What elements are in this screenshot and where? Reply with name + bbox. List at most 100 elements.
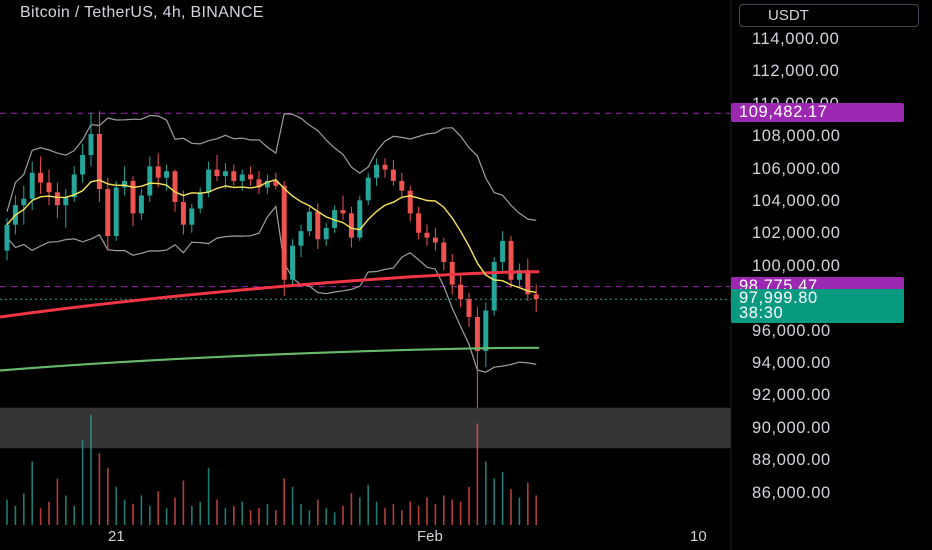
volume-bar bbox=[275, 510, 277, 525]
candle-body bbox=[138, 195, 144, 214]
candle-body bbox=[340, 210, 346, 214]
candle-body bbox=[491, 261, 497, 311]
volume-bar bbox=[149, 505, 151, 525]
candle-body bbox=[525, 270, 531, 295]
volume-bar bbox=[132, 503, 134, 525]
volume-bar bbox=[493, 478, 495, 525]
candle-body bbox=[71, 174, 77, 198]
volume-bar bbox=[443, 495, 445, 525]
candle-body bbox=[180, 202, 186, 225]
candle-body bbox=[290, 245, 296, 280]
volume-bar bbox=[317, 499, 319, 525]
price-tick-label: 96,000.00 bbox=[752, 321, 831, 340]
candle-body bbox=[4, 224, 10, 251]
candle-body bbox=[315, 211, 321, 240]
moving-averages-layer bbox=[0, 179, 540, 372]
price-tick-label: 114,000.00 bbox=[752, 30, 840, 48]
price-tick-label: 88,000.00 bbox=[752, 451, 831, 470]
volume-bar bbox=[6, 499, 8, 525]
candle-body bbox=[273, 180, 279, 186]
candle-body bbox=[432, 237, 438, 243]
candle-body bbox=[96, 133, 102, 190]
volume-bar bbox=[65, 495, 67, 525]
volume-bar bbox=[518, 497, 521, 525]
candle-body bbox=[29, 172, 35, 199]
volume-bar bbox=[249, 510, 252, 525]
volume-bar bbox=[258, 508, 260, 525]
candle-body bbox=[516, 270, 522, 280]
volume-bar bbox=[98, 453, 101, 525]
candle-body bbox=[407, 190, 413, 214]
candle-body bbox=[172, 171, 178, 202]
upper-band bbox=[6, 113, 537, 221]
volume-bar bbox=[73, 505, 75, 525]
candle-body bbox=[306, 211, 312, 232]
currency-button[interactable]: USDT bbox=[739, 4, 919, 27]
bollinger-bands-layer bbox=[6, 113, 537, 373]
candle-body bbox=[390, 169, 396, 181]
candle-body bbox=[54, 192, 60, 206]
last-price-tag: 97,999.80 38:30 bbox=[731, 289, 904, 324]
volume-bar bbox=[451, 499, 453, 525]
candle-body bbox=[88, 133, 94, 156]
volume-bars-layer bbox=[6, 415, 537, 525]
volume-bar bbox=[182, 480, 185, 525]
price-tick-label: 108,000.00 bbox=[752, 127, 841, 146]
candle-body bbox=[348, 213, 354, 238]
price-tick-label: 92,000.00 bbox=[752, 386, 831, 405]
volume-bar bbox=[333, 512, 336, 525]
volume-bar bbox=[107, 467, 109, 525]
volume-bar bbox=[123, 499, 126, 525]
slow-ema-line bbox=[0, 346, 540, 372]
price-tick-label: 86,000.00 bbox=[752, 483, 831, 502]
volume-bar bbox=[48, 501, 50, 525]
candle-body bbox=[500, 240, 506, 262]
volume-bar bbox=[434, 503, 437, 525]
volume-bar bbox=[283, 478, 285, 525]
volume-bar bbox=[266, 503, 269, 525]
time-tick-label: 10 bbox=[690, 528, 707, 545]
volume-bar bbox=[367, 484, 369, 525]
supply-zone-layer bbox=[0, 407, 731, 449]
candle-body bbox=[416, 213, 422, 233]
candle-body bbox=[474, 317, 480, 352]
volume-bar bbox=[157, 491, 159, 525]
candle-body bbox=[365, 177, 371, 201]
volume-bar bbox=[426, 497, 428, 525]
volume-bar bbox=[468, 486, 470, 525]
horizontal-lines-layer bbox=[0, 112, 731, 300]
candle-body bbox=[222, 171, 228, 177]
volume-bar bbox=[291, 486, 294, 525]
volume-bar bbox=[359, 497, 361, 525]
candle-body bbox=[164, 171, 170, 178]
candle-body bbox=[441, 242, 447, 262]
price-tick-label: 94,000.00 bbox=[752, 354, 831, 372]
volume-bar bbox=[23, 493, 25, 525]
candle-body bbox=[357, 200, 363, 238]
supply-zone bbox=[0, 407, 731, 449]
price-tick-label: 90,000.00 bbox=[752, 418, 831, 437]
volume-bar bbox=[14, 505, 17, 525]
candle-body bbox=[458, 284, 464, 300]
candle-countdown: 38:30 bbox=[739, 304, 784, 323]
candle-body bbox=[206, 169, 212, 193]
candle-body bbox=[147, 166, 153, 196]
time-tick-label: 21 bbox=[108, 528, 125, 545]
volume-bar bbox=[375, 501, 378, 525]
sma-line bbox=[6, 179, 537, 294]
candle-body bbox=[382, 164, 388, 170]
candle-body bbox=[189, 208, 195, 225]
volume-bar bbox=[207, 467, 210, 525]
volume-bar bbox=[510, 489, 512, 525]
price-tick-label: 100,000.00 bbox=[752, 256, 841, 275]
candle-body bbox=[197, 192, 203, 209]
volume-bar bbox=[90, 415, 92, 525]
volume-bar bbox=[459, 501, 462, 525]
chart-title: Bitcoin / TetherUS, 4h, BINANCE bbox=[20, 4, 264, 21]
candle-body bbox=[424, 232, 430, 238]
candle-body bbox=[21, 198, 27, 206]
volume-bar bbox=[233, 505, 235, 525]
candle-body bbox=[155, 166, 161, 178]
price-tick-label: 104,000.00 bbox=[752, 192, 841, 210]
